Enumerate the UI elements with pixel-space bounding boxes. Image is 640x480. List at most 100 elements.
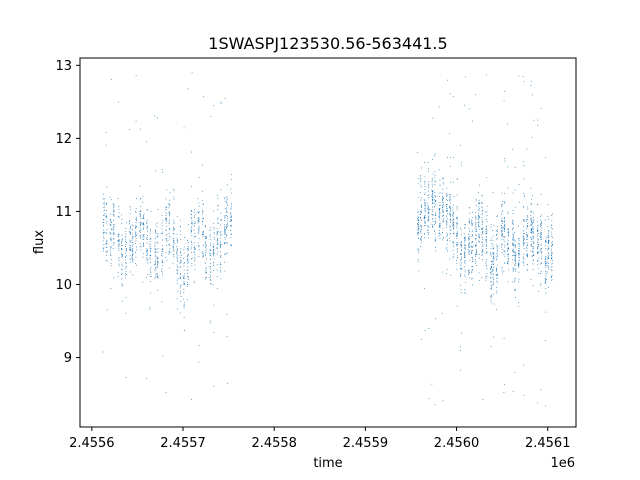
data-point	[495, 274, 497, 276]
data-point	[202, 256, 204, 258]
data-point	[129, 247, 131, 249]
data-point	[464, 244, 466, 245]
data-point	[103, 215, 105, 216]
data-point	[514, 231, 516, 233]
data-point	[461, 249, 462, 251]
data-point	[478, 215, 479, 217]
data-point	[501, 230, 503, 231]
data-point	[550, 226, 552, 228]
data-point	[434, 404, 436, 406]
data-point	[533, 235, 535, 237]
data-point	[460, 241, 462, 242]
data-point	[485, 236, 487, 237]
data-point	[424, 214, 426, 216]
data-point	[146, 220, 148, 221]
data-point	[471, 236, 473, 238]
data-point	[481, 245, 483, 247]
data-point	[110, 233, 112, 235]
data-point	[468, 249, 469, 250]
data-point	[475, 234, 477, 235]
data-point	[110, 258, 112, 260]
data-point	[173, 242, 175, 244]
data-point	[461, 253, 463, 255]
data-point	[471, 270, 473, 272]
data-point	[481, 231, 483, 233]
data-point	[508, 269, 509, 271]
data-point	[461, 164, 462, 166]
data-point	[514, 260, 516, 261]
data-point	[532, 226, 534, 228]
data-point	[527, 236, 528, 238]
data-point	[150, 248, 152, 250]
data-point	[216, 276, 218, 277]
data-point	[224, 208, 226, 210]
data-point	[217, 238, 218, 239]
data-point	[165, 198, 167, 200]
data-point	[432, 193, 433, 195]
data-point	[213, 250, 214, 251]
data-point	[417, 225, 419, 227]
data-point	[156, 276, 158, 278]
data-point	[154, 237, 156, 239]
data-point	[143, 236, 145, 237]
data-point	[117, 234, 119, 236]
data-point	[183, 278, 185, 280]
data-point	[146, 209, 148, 210]
data-point	[545, 281, 547, 283]
data-point	[125, 296, 127, 298]
data-point	[471, 246, 473, 248]
data-point	[514, 288, 516, 290]
data-point	[468, 234, 470, 235]
data-point	[540, 243, 542, 245]
data-point	[417, 218, 419, 219]
data-point	[191, 258, 192, 260]
data-point	[533, 254, 535, 255]
data-point	[168, 243, 170, 245]
data-point	[140, 128, 141, 130]
data-point	[456, 242, 458, 244]
data-point	[193, 229, 195, 231]
data-point	[545, 311, 547, 313]
data-point	[162, 251, 164, 252]
data-point	[106, 250, 108, 252]
data-point	[469, 222, 470, 224]
data-point	[154, 269, 156, 271]
data-point	[523, 265, 525, 267]
data-point	[449, 211, 451, 213]
data-point	[198, 228, 200, 230]
data-point	[481, 217, 483, 218]
data-point	[209, 274, 211, 276]
data-point	[113, 232, 115, 233]
data-point	[231, 203, 232, 204]
data-point	[162, 272, 163, 274]
data-point	[489, 268, 491, 270]
data-point	[527, 255, 528, 257]
data-point	[210, 115, 212, 117]
data-point	[432, 203, 434, 205]
data-point	[531, 241, 533, 243]
data-point	[173, 244, 175, 246]
data-point	[117, 276, 119, 278]
data-point	[464, 245, 466, 246]
data-point	[446, 227, 448, 228]
data-point	[527, 225, 528, 227]
data-point	[142, 235, 144, 236]
data-point	[552, 244, 553, 246]
data-point	[217, 242, 219, 244]
data-point	[435, 318, 436, 320]
data-point	[452, 224, 454, 225]
data-point	[428, 398, 430, 400]
data-point	[496, 234, 498, 235]
data-point	[537, 253, 538, 255]
data-point	[463, 238, 465, 240]
data-point	[501, 230, 502, 232]
data-point	[533, 243, 534, 244]
data-point	[220, 278, 222, 280]
data-point	[421, 186, 422, 188]
data-point	[438, 209, 440, 210]
data-point	[496, 277, 498, 279]
data-point	[220, 256, 222, 258]
data-point	[447, 79, 448, 81]
data-point	[186, 248, 188, 249]
data-point	[105, 232, 107, 234]
